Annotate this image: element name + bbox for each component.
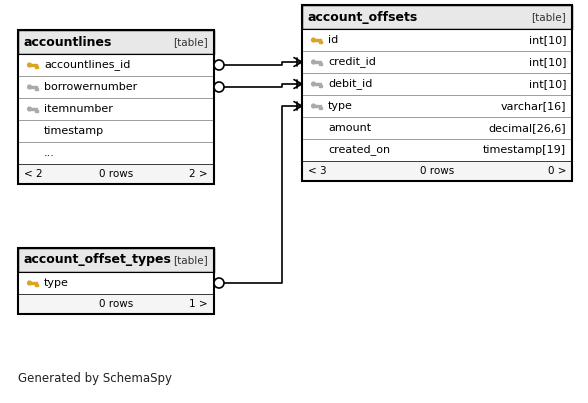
Bar	[313, 61, 321, 63]
Bar	[302, 73, 572, 95]
Text: < 2: < 2	[24, 169, 42, 179]
Text: ...: ...	[44, 148, 55, 158]
Text: created_on: created_on	[328, 145, 390, 156]
Bar	[18, 30, 214, 54]
Bar	[35, 110, 36, 112]
Text: int[10]: int[10]	[529, 79, 566, 89]
Text: type: type	[328, 101, 353, 111]
Circle shape	[311, 37, 316, 43]
Text: accountlines_id: accountlines_id	[44, 60, 131, 71]
Bar	[313, 105, 321, 107]
Text: timestamp[19]: timestamp[19]	[483, 145, 566, 155]
Bar	[319, 85, 320, 87]
Circle shape	[214, 82, 224, 92]
Text: [table]: [table]	[173, 255, 208, 265]
Bar	[18, 76, 214, 98]
Circle shape	[27, 106, 32, 112]
Text: 0 rows: 0 rows	[420, 166, 454, 176]
Text: 0 rows: 0 rows	[99, 299, 133, 309]
Bar	[18, 294, 214, 314]
Bar	[320, 85, 322, 87]
Bar	[29, 108, 37, 110]
Bar	[313, 83, 321, 85]
Bar	[29, 64, 37, 66]
Bar	[302, 95, 572, 117]
Bar	[18, 248, 214, 314]
Bar	[319, 107, 320, 109]
Bar	[302, 5, 572, 29]
Bar	[18, 164, 214, 184]
Text: 1 >: 1 >	[189, 299, 208, 309]
Circle shape	[27, 280, 32, 286]
Bar	[36, 88, 38, 90]
Circle shape	[214, 60, 224, 70]
Text: borrowernumber: borrowernumber	[44, 82, 137, 92]
Text: [table]: [table]	[531, 12, 566, 22]
Circle shape	[311, 104, 316, 108]
Text: account_offsets: account_offsets	[308, 10, 418, 23]
Text: timestamp: timestamp	[44, 126, 104, 136]
Text: int[10]: int[10]	[529, 35, 566, 45]
Bar	[18, 98, 214, 120]
Bar	[36, 284, 38, 286]
Text: credit_id: credit_id	[328, 56, 376, 67]
Bar	[36, 66, 38, 68]
Circle shape	[27, 62, 32, 68]
Bar	[302, 5, 572, 181]
Text: accountlines: accountlines	[24, 35, 112, 48]
Bar	[18, 142, 214, 164]
Text: [table]: [table]	[173, 37, 208, 47]
Text: varchar[16]: varchar[16]	[500, 101, 566, 111]
Bar	[320, 107, 322, 109]
Bar	[18, 30, 214, 184]
Text: < 3: < 3	[308, 166, 326, 176]
Text: amount: amount	[328, 123, 371, 133]
Bar	[18, 120, 214, 142]
Bar	[319, 41, 320, 43]
Circle shape	[27, 84, 32, 89]
Text: account_offset_types: account_offset_types	[24, 253, 172, 266]
Circle shape	[311, 59, 316, 64]
Bar	[29, 86, 37, 88]
Text: 0 rows: 0 rows	[99, 169, 133, 179]
Bar	[302, 139, 572, 161]
Bar	[319, 63, 320, 65]
Text: Generated by SchemaSpy: Generated by SchemaSpy	[18, 372, 172, 385]
Bar	[313, 39, 321, 41]
Text: 0 >: 0 >	[547, 166, 566, 176]
Bar	[302, 161, 572, 181]
Bar	[29, 282, 37, 284]
Bar	[18, 248, 214, 272]
Bar	[35, 284, 36, 286]
Circle shape	[311, 81, 316, 87]
Bar	[18, 54, 214, 76]
Bar	[302, 117, 572, 139]
Text: id: id	[328, 35, 338, 45]
Text: type: type	[44, 278, 69, 288]
Bar	[302, 51, 572, 73]
Text: int[10]: int[10]	[529, 57, 566, 67]
Bar	[18, 272, 214, 294]
Bar	[320, 63, 322, 65]
Bar	[36, 110, 38, 112]
Text: decimal[26,6]: decimal[26,6]	[489, 123, 566, 133]
Bar	[35, 88, 36, 90]
Text: debit_id: debit_id	[328, 79, 372, 89]
Bar	[320, 41, 322, 43]
Circle shape	[214, 278, 224, 288]
Text: itemnumber: itemnumber	[44, 104, 113, 114]
Text: 2 >: 2 >	[189, 169, 208, 179]
Bar	[35, 66, 36, 68]
Bar	[302, 29, 572, 51]
